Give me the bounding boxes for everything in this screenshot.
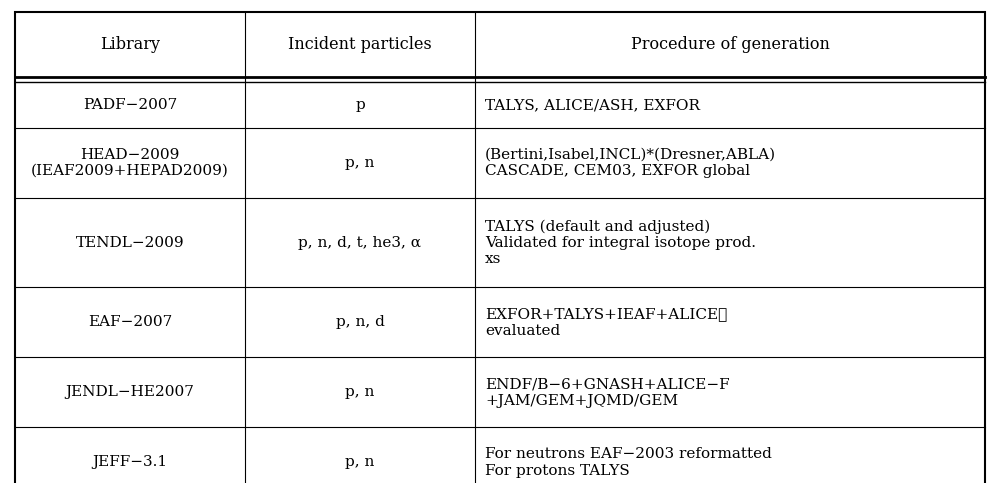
- Text: JENDL−HE2007: JENDL−HE2007: [66, 385, 194, 399]
- Text: TENDL−2009: TENDL−2009: [76, 236, 184, 250]
- Text: Procedure of generation: Procedure of generation: [631, 36, 829, 53]
- Text: For neutrons EAF−2003 reformatted
For protons TALYS: For neutrons EAF−2003 reformatted For pr…: [485, 447, 772, 478]
- Text: ENDF/B−6+GNASH+ALICE−F
+JAM/GEM+JQMD/GEM: ENDF/B−6+GNASH+ALICE−F +JAM/GEM+JQMD/GEM: [485, 377, 730, 408]
- Text: EXFOR+TALYS+IEAF+ALICE⋯
evaluated: EXFOR+TALYS+IEAF+ALICE⋯ evaluated: [485, 307, 727, 338]
- Text: p, n: p, n: [345, 455, 375, 469]
- Text: TALYS, ALICE/ASH, EXFOR: TALYS, ALICE/ASH, EXFOR: [485, 98, 700, 112]
- Text: p, n: p, n: [345, 385, 375, 399]
- Text: Library: Library: [100, 36, 160, 53]
- Text: JEFF−3.1: JEFF−3.1: [92, 455, 168, 469]
- Text: HEAD−2009
(IEAF2009+HEPAD2009): HEAD−2009 (IEAF2009+HEPAD2009): [31, 148, 229, 178]
- Text: (Bertini,Isabel,INCL)*(Dresner,ABLA)
CASCADE, CEM03, EXFOR global: (Bertini,Isabel,INCL)*(Dresner,ABLA) CAS…: [485, 148, 776, 178]
- Text: TALYS (default and adjusted)
Validated for integral isotope prod.
xs: TALYS (default and adjusted) Validated f…: [485, 219, 756, 266]
- Text: p, n, d, t, he3, α: p, n, d, t, he3, α: [298, 236, 422, 250]
- Text: p, n, d: p, n, d: [336, 315, 384, 329]
- Text: PADF−2007: PADF−2007: [83, 98, 177, 112]
- Text: Incident particles: Incident particles: [288, 36, 432, 53]
- Text: EAF−2007: EAF−2007: [88, 315, 172, 329]
- Text: p: p: [355, 98, 365, 112]
- Text: p, n: p, n: [345, 156, 375, 170]
